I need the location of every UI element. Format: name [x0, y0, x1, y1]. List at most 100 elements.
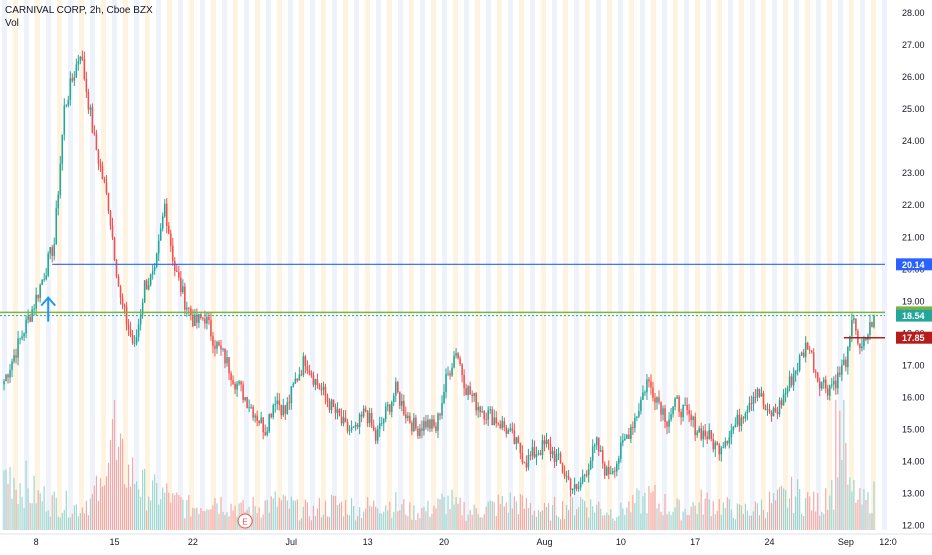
volume-bar: [79, 512, 81, 530]
candle-body: [87, 91, 90, 110]
volume-bar: [825, 488, 827, 530]
volume-bar: [441, 493, 443, 530]
candle-body: [135, 336, 138, 343]
candle-body: [81, 56, 84, 59]
volume-bar: [694, 505, 696, 530]
volume-bar: [192, 507, 194, 530]
time-axis[interactable]: 8 15 22 Jul 13 20 Aug 10 17 24 Sep 12:0: [0, 533, 932, 547]
candle-body: [642, 392, 644, 400]
volume-bar: [252, 496, 254, 530]
candle-body: [638, 411, 640, 417]
candle-body: [696, 432, 698, 435]
volume-bar: [863, 489, 865, 530]
candle-body: [296, 378, 299, 381]
candle-body: [475, 393, 477, 411]
candle-body: [557, 453, 560, 455]
candle-body: [51, 247, 54, 256]
candle-body: [336, 409, 339, 414]
time-tick-label: 12:0: [879, 537, 897, 547]
volume-bar: [497, 494, 499, 530]
volume-bar: [340, 501, 343, 530]
volume-bar: [363, 511, 365, 530]
volume-bar: [620, 502, 622, 530]
volume-bar: [57, 516, 59, 530]
volume-bar: [393, 511, 395, 530]
volume-bar: [873, 481, 875, 530]
candle-body: [822, 379, 825, 383]
candle-body: [704, 430, 707, 437]
session-stripe: [563, 0, 568, 530]
candle-body: [244, 397, 246, 401]
volume-bar: [772, 493, 775, 530]
session-stripe: [585, 0, 590, 530]
volume-bar: [628, 501, 630, 530]
candle-body: [159, 228, 162, 241]
volume-bar: [294, 500, 296, 530]
volume-bar: [831, 479, 833, 530]
volume-bar: [586, 507, 588, 530]
volume-bar: [210, 509, 212, 530]
candle-body: [859, 343, 861, 349]
price-axis[interactable]: 28.00 27.00 26.00 25.00 24.00 23.00 22.00 21.00…: [896, 8, 932, 531]
volume-bar: [344, 500, 347, 530]
candle-body: [276, 400, 279, 404]
volume-bar: [513, 496, 515, 530]
volume-bar: [813, 491, 815, 530]
candle-body: [818, 381, 821, 389]
volume-bar: [559, 519, 562, 530]
volume-bar: [29, 502, 31, 530]
candle-body: [216, 342, 218, 349]
candle-body: [483, 411, 485, 420]
volume-bar: [160, 499, 162, 530]
volume-bar: [81, 507, 83, 530]
session-stripe: [376, 0, 381, 530]
session-stripe: [365, 0, 370, 530]
candle-body: [23, 333, 25, 337]
volume-bar: [27, 488, 29, 530]
candle-body: [109, 211, 112, 226]
candle-body: [103, 178, 106, 182]
volume-bar: [793, 512, 795, 530]
candle-body: [845, 359, 847, 368]
volume-bar: [551, 505, 554, 530]
volume-bar: [182, 499, 184, 530]
volume-bar: [5, 469, 7, 530]
volume-bar: [445, 514, 447, 530]
candle-body: [433, 419, 435, 427]
volume-bar: [47, 510, 49, 530]
volume-bar: [296, 499, 298, 530]
price-tick-label: 22.00: [902, 200, 925, 210]
candle-body: [565, 476, 568, 477]
earnings-label: E: [242, 518, 247, 527]
candle-body: [342, 417, 345, 424]
candle-body: [567, 476, 570, 480]
volume-bar: [117, 447, 120, 530]
horizontal-levels[interactable]: [0, 263, 885, 339]
volume-bar: [688, 514, 690, 530]
volume-bar: [722, 502, 724, 530]
candle-body: [226, 357, 228, 364]
volume-bar: [708, 499, 710, 530]
time-tick-label: 15: [109, 537, 119, 547]
volume-bar: [397, 511, 399, 530]
volume-bar: [704, 498, 706, 530]
volume-bar: [342, 516, 345, 530]
session-stripe: [79, 0, 84, 530]
volume-bar: [636, 488, 638, 530]
volume-bar: [453, 504, 455, 530]
candle-body: [662, 408, 664, 415]
candle-body: [178, 271, 180, 278]
session-stripe: [475, 0, 480, 530]
candle-body: [581, 475, 584, 483]
candle-body: [188, 307, 190, 309]
session-stripe: [486, 0, 491, 530]
up-arrow-icon: [40, 296, 56, 322]
volume-bar: [610, 509, 612, 530]
volume-bar: [230, 503, 232, 530]
volume-bar: [320, 517, 323, 530]
volume-bar: [493, 502, 495, 530]
session-stripe: [101, 0, 106, 530]
candle-body: [286, 402, 289, 414]
